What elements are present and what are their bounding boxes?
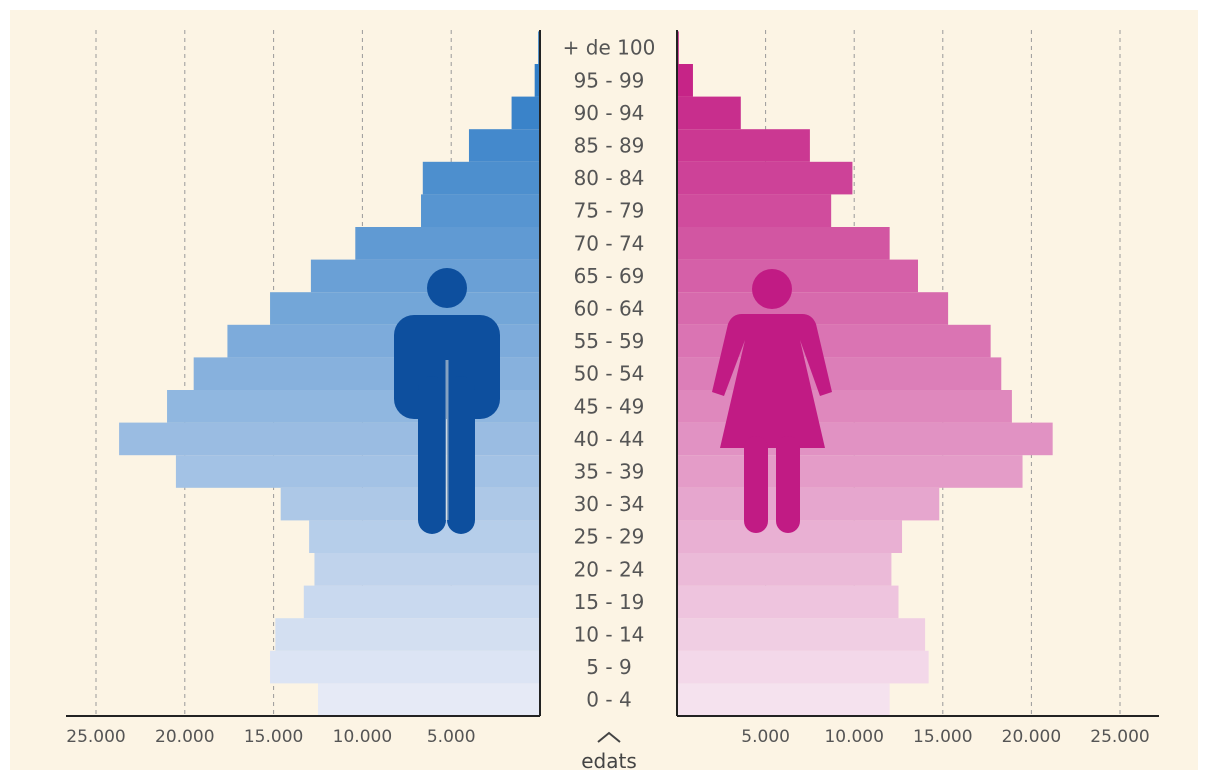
female-figure-icon — [712, 269, 832, 533]
age-label-18: 90 - 94 — [574, 101, 645, 125]
tick-label-left-1: 10.000 — [333, 727, 392, 747]
bar-right-16 — [677, 161, 853, 195]
bar-left-6 — [280, 487, 540, 521]
bar-left-13 — [310, 259, 540, 293]
age-label-9: 45 - 49 — [574, 394, 645, 418]
chevron-up-icon — [597, 731, 621, 743]
bar-right-0 — [677, 683, 890, 716]
age-label-6: 30 - 34 — [574, 492, 645, 516]
tick-label-left-2: 15.000 — [244, 727, 303, 747]
bar-left-0 — [318, 683, 540, 716]
center-axis-title: edats — [581, 749, 637, 773]
bar-right-3 — [677, 585, 899, 619]
bar-left-15 — [421, 194, 540, 227]
bar-right-19 — [677, 64, 693, 97]
bar-right-6 — [677, 487, 940, 521]
tick-label-right-0: 5.000 — [741, 727, 790, 747]
bar-right-7 — [677, 455, 1023, 488]
age-label-20: + de 100 — [563, 36, 656, 60]
bar-left-18 — [511, 96, 540, 130]
age-group-labels: 0 - 4 5 - 9 10 - 14 15 - 19 20 - 24 25 - 29 30… — [563, 36, 656, 712]
age-label-5: 25 - 29 — [574, 525, 645, 549]
age-label-0: 0 - 4 — [586, 688, 631, 712]
age-label-4: 20 - 24 — [574, 557, 645, 581]
bar-left-1 — [270, 650, 540, 684]
bar-left-17 — [468, 129, 540, 162]
age-label-17: 85 - 89 — [574, 134, 645, 158]
bar-right-13 — [677, 259, 918, 293]
tick-label-left-3: 20.000 — [155, 727, 214, 747]
bar-right-18 — [677, 96, 741, 130]
age-label-16: 80 - 84 — [574, 166, 645, 190]
age-label-2: 10 - 14 — [574, 623, 645, 647]
bar-left-8 — [119, 422, 540, 456]
male-figure-icon — [394, 268, 500, 534]
age-label-3: 15 - 19 — [574, 590, 645, 614]
bar-right-2 — [677, 618, 926, 651]
age-label-7: 35 - 39 — [574, 460, 645, 484]
bar-right-17 — [677, 129, 810, 162]
left-tick-labels: 5.000 10.000 15.000 20.000 25.000 — [66, 727, 475, 747]
tick-label-right-4: 25.000 — [1090, 727, 1149, 747]
bar-right-14 — [677, 227, 890, 260]
bar-left-2 — [275, 618, 540, 651]
bar-left-16 — [422, 161, 540, 195]
bar-right-4 — [677, 553, 892, 586]
tick-label-left-0: 5.000 — [427, 727, 476, 747]
bar-left-3 — [303, 585, 540, 619]
bar-left-7 — [175, 455, 541, 488]
right-tick-labels: 5.000 10.000 15.000 20.000 25.000 — [741, 727, 1149, 747]
age-label-15: 75 - 79 — [574, 199, 645, 223]
age-label-13: 65 - 69 — [574, 264, 645, 288]
tick-label-right-1: 10.000 — [824, 727, 883, 747]
bar-left-14 — [355, 227, 540, 260]
age-label-8: 40 - 44 — [574, 427, 645, 451]
bar-left-4 — [314, 553, 540, 586]
tick-label-right-3: 20.000 — [1002, 727, 1061, 747]
age-label-14: 70 - 74 — [574, 231, 645, 255]
age-label-11: 55 - 59 — [574, 329, 645, 353]
age-label-1: 5 - 9 — [586, 655, 631, 679]
bar-left-19 — [534, 64, 540, 97]
tick-label-right-2: 15.000 — [913, 727, 972, 747]
age-label-10: 50 - 54 — [574, 362, 645, 386]
bar-right-1 — [677, 650, 929, 684]
bar-right-15 — [677, 194, 832, 227]
tick-label-left-4: 25.000 — [66, 727, 125, 747]
age-label-12: 60 - 64 — [574, 297, 645, 321]
age-label-19: 95 - 99 — [574, 68, 645, 92]
